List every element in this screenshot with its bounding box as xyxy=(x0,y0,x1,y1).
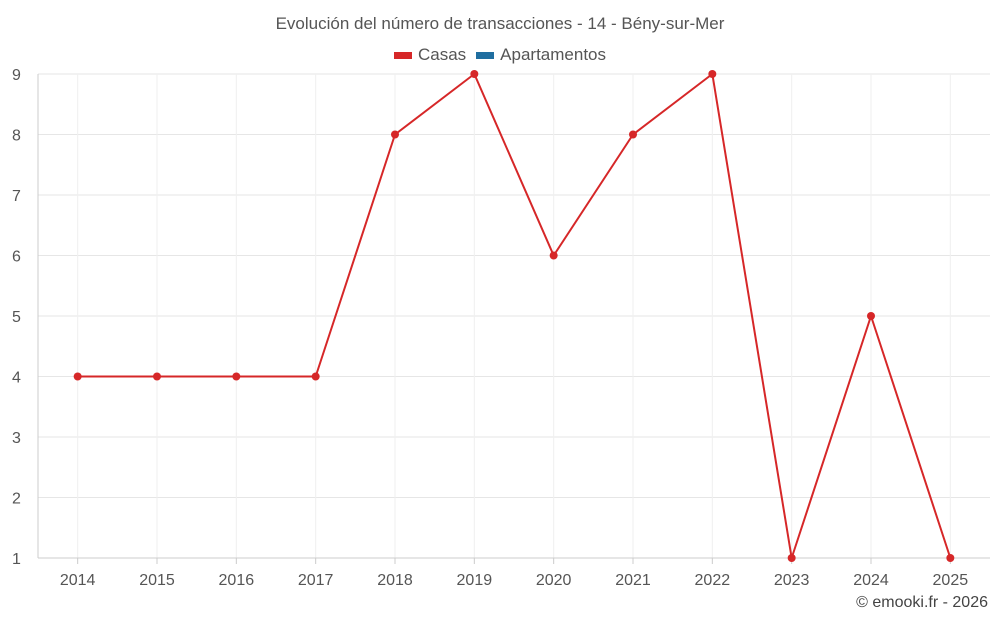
y-tick-label: 8 xyxy=(12,128,21,145)
legend-swatch-casas xyxy=(393,51,412,59)
y-tick-label: 2 xyxy=(12,491,21,508)
x-tick-label: 2018 xyxy=(377,572,413,589)
x-tick-label: 2024 xyxy=(853,572,889,589)
data-point-casas[interactable] xyxy=(708,70,717,78)
data-point-casas[interactable] xyxy=(787,554,796,562)
x-tick-label: 2016 xyxy=(219,572,255,589)
data-point-casas[interactable] xyxy=(311,372,320,381)
y-tick-label: 3 xyxy=(12,430,21,447)
legend-label-apartamentos: Apartamentos xyxy=(500,45,607,64)
data-point-casas[interactable] xyxy=(73,372,82,381)
chart-title: Evolución del número de transacciones - … xyxy=(275,14,725,33)
x-tick-label: 2015 xyxy=(139,572,175,589)
grid xyxy=(38,73,990,559)
y-tick-label: 4 xyxy=(12,370,21,387)
y-tick-label: 7 xyxy=(12,188,21,205)
legend-item-apartamentos[interactable]: Apartamentos xyxy=(476,45,606,65)
x-tick-label: 2021 xyxy=(615,572,651,589)
series-line-casas xyxy=(77,73,952,559)
axes: 1 2 3 4 5 6 7 8 9 2014 2015 2016 2017 2018 2019 2020 202… xyxy=(12,67,990,589)
data-point-casas[interactable] xyxy=(232,372,241,381)
x-tick-label: 2017 xyxy=(298,572,334,589)
data-point-casas[interactable] xyxy=(470,70,479,78)
series-layer xyxy=(73,70,955,562)
legend: Casas Apartamentos xyxy=(0,45,1000,65)
x-tick-label: 2022 xyxy=(695,572,731,589)
y-tick-label: 6 xyxy=(12,249,21,266)
x-tick-label: 2019 xyxy=(457,572,493,589)
x-tick-label: 2020 xyxy=(536,572,572,589)
data-point-casas[interactable] xyxy=(867,312,875,320)
data-point-casas[interactable] xyxy=(391,130,399,139)
legend-label-casas: Casas xyxy=(417,45,467,64)
x-tick-label: 2025 xyxy=(933,572,969,589)
x-tick-label: 2023 xyxy=(774,572,810,589)
y-tick-label: 9 xyxy=(12,67,21,84)
data-point-casas[interactable] xyxy=(946,554,955,562)
x-tick-label: 2014 xyxy=(60,572,96,589)
credit-text: © emooki.fr - 2026 xyxy=(856,594,988,611)
legend-swatch-apartamentos xyxy=(476,51,495,59)
legend-item-casas[interactable]: Casas xyxy=(393,45,467,65)
data-point-casas[interactable] xyxy=(629,130,637,139)
y-tick-label: 1 xyxy=(12,551,21,568)
data-point-casas[interactable] xyxy=(153,372,161,381)
y-tick-label: 5 xyxy=(12,309,21,326)
data-point-casas[interactable] xyxy=(549,251,558,260)
